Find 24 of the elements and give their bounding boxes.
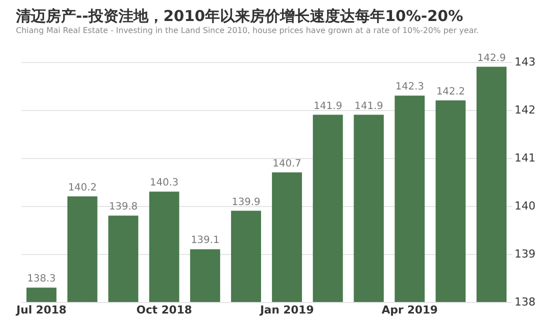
data-label: 140.7 bbox=[272, 158, 302, 170]
data-label: 139.1 bbox=[190, 235, 220, 246]
y-tick-label: 143 bbox=[514, 56, 536, 68]
x-tick-label: Apr 2019 bbox=[382, 304, 438, 316]
y-tick-label: 139 bbox=[514, 248, 536, 260]
x-tick-label: Jul 2018 bbox=[15, 304, 67, 316]
data-label: 141.9 bbox=[314, 100, 342, 112]
data-label: 140.2 bbox=[68, 182, 97, 194]
data-label: 139.8 bbox=[108, 202, 138, 213]
x-tick-label: Oct 2018 bbox=[136, 304, 192, 316]
data-label: 142.3 bbox=[395, 82, 424, 93]
data-label: 138.3 bbox=[27, 274, 56, 285]
y-tick-label: 142 bbox=[514, 104, 536, 116]
data-label: 139.9 bbox=[232, 196, 260, 208]
data-label: 142.2 bbox=[436, 86, 465, 98]
x-tick-label: Jan 2019 bbox=[259, 304, 314, 316]
chart-subtitle: Chiang Mai Real Estate - Investing in the Land Since 2010, house prices have grown at a rate of 10%-20% per year. bbox=[16, 26, 479, 35]
data-label: 142.9 bbox=[477, 52, 506, 64]
y-tick-label: 141 bbox=[514, 152, 536, 164]
data-label: 141.9 bbox=[354, 100, 384, 112]
y-tick-label: 138 bbox=[514, 296, 536, 308]
y-tick-label: 140 bbox=[514, 200, 536, 212]
chart-title: 清迈房产--投资洼地，2010年以来房价增长速度达每年10%-20% bbox=[14, 6, 464, 25]
data-label: 140.3 bbox=[150, 178, 179, 189]
